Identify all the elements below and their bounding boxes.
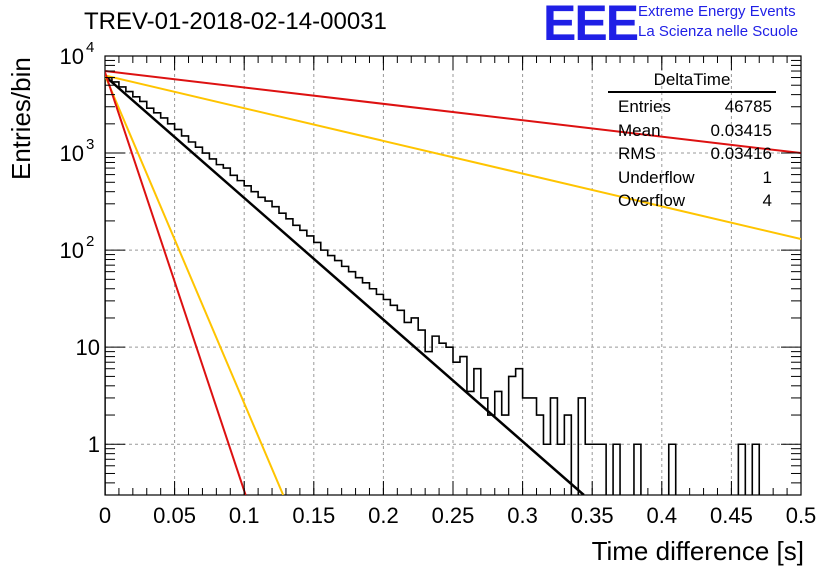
- y-tick-exponent: 2: [86, 233, 94, 250]
- x-tick-label: 0.5: [786, 503, 817, 528]
- stats-value: 0.03415: [710, 120, 772, 140]
- y-tick-label: 10: [76, 335, 100, 360]
- x-tick-label: 0.05: [153, 503, 196, 528]
- fit-lines: [105, 70, 801, 495]
- x-tick-label: 0: [99, 503, 111, 528]
- x-tick-label: 0.4: [647, 503, 678, 528]
- stats-value: 1: [762, 167, 772, 187]
- stats-label: Underflow: [618, 167, 695, 187]
- eee-line-1: Extreme Energy Events: [638, 3, 796, 20]
- y-tick-label: 10: [60, 238, 84, 263]
- stats-label: Overflow: [618, 191, 686, 210]
- fit-line: [105, 74, 801, 241]
- x-tick-label: 0.45: [710, 503, 753, 528]
- stats-box: DeltaTime Entries 46785 Mean 0.03415 RMS…: [608, 70, 776, 213]
- histogram: [105, 76, 761, 495]
- fit-line: [105, 71, 247, 495]
- stats-row: Entries 46785: [608, 95, 776, 119]
- stats-label: RMS: [618, 144, 656, 163]
- stats-value: 0.03416: [710, 144, 772, 163]
- stats-row: Underflow 1: [608, 166, 776, 190]
- x-tick-label: 0.15: [292, 503, 335, 528]
- y-tick-exponent: 3: [86, 136, 94, 153]
- histogram-steps: [105, 76, 761, 495]
- eee-logo: EEE: [543, 0, 639, 51]
- x-tick-label: 0.25: [432, 503, 475, 528]
- x-tick-label: 0.3: [507, 503, 538, 528]
- stats-row: Overflow 4: [608, 189, 776, 213]
- stats-label: Mean: [618, 120, 661, 140]
- fit-line: [105, 75, 585, 495]
- stats-value: 4: [762, 191, 772, 210]
- y-tick-label: 10: [60, 141, 84, 166]
- stats-title: DeltaTime: [608, 70, 776, 93]
- chart-title: TREV-01-2018-02-14-00031: [84, 8, 387, 35]
- stats-row: Mean 0.03415: [608, 119, 776, 143]
- x-tick-label: 0.35: [571, 503, 614, 528]
- stats-row: RMS 0.03416: [608, 142, 776, 166]
- y-tick-label: 10: [60, 44, 84, 69]
- eee-line-2: La Scienza nelle Scuole: [638, 23, 799, 40]
- fit-line: [105, 70, 801, 155]
- fit-line: [105, 75, 285, 495]
- x-tick-label: 0.1: [229, 503, 260, 528]
- y-tick-exponent: 4: [86, 39, 94, 56]
- x-axis-label: Time difference [s]: [591, 536, 804, 566]
- y-axis-label: Entries/bin: [6, 57, 36, 180]
- stats-value: 46785: [724, 97, 772, 116]
- x-tick-label: 0.2: [368, 503, 399, 528]
- stats-label: Entries: [618, 97, 671, 116]
- y-tick-label: 1: [88, 432, 100, 457]
- ticks: 0 0.05 0.1 0.15 0.2 0.25 0.3 0.35 0.4 0.45 0.510 41…: [60, 39, 817, 528]
